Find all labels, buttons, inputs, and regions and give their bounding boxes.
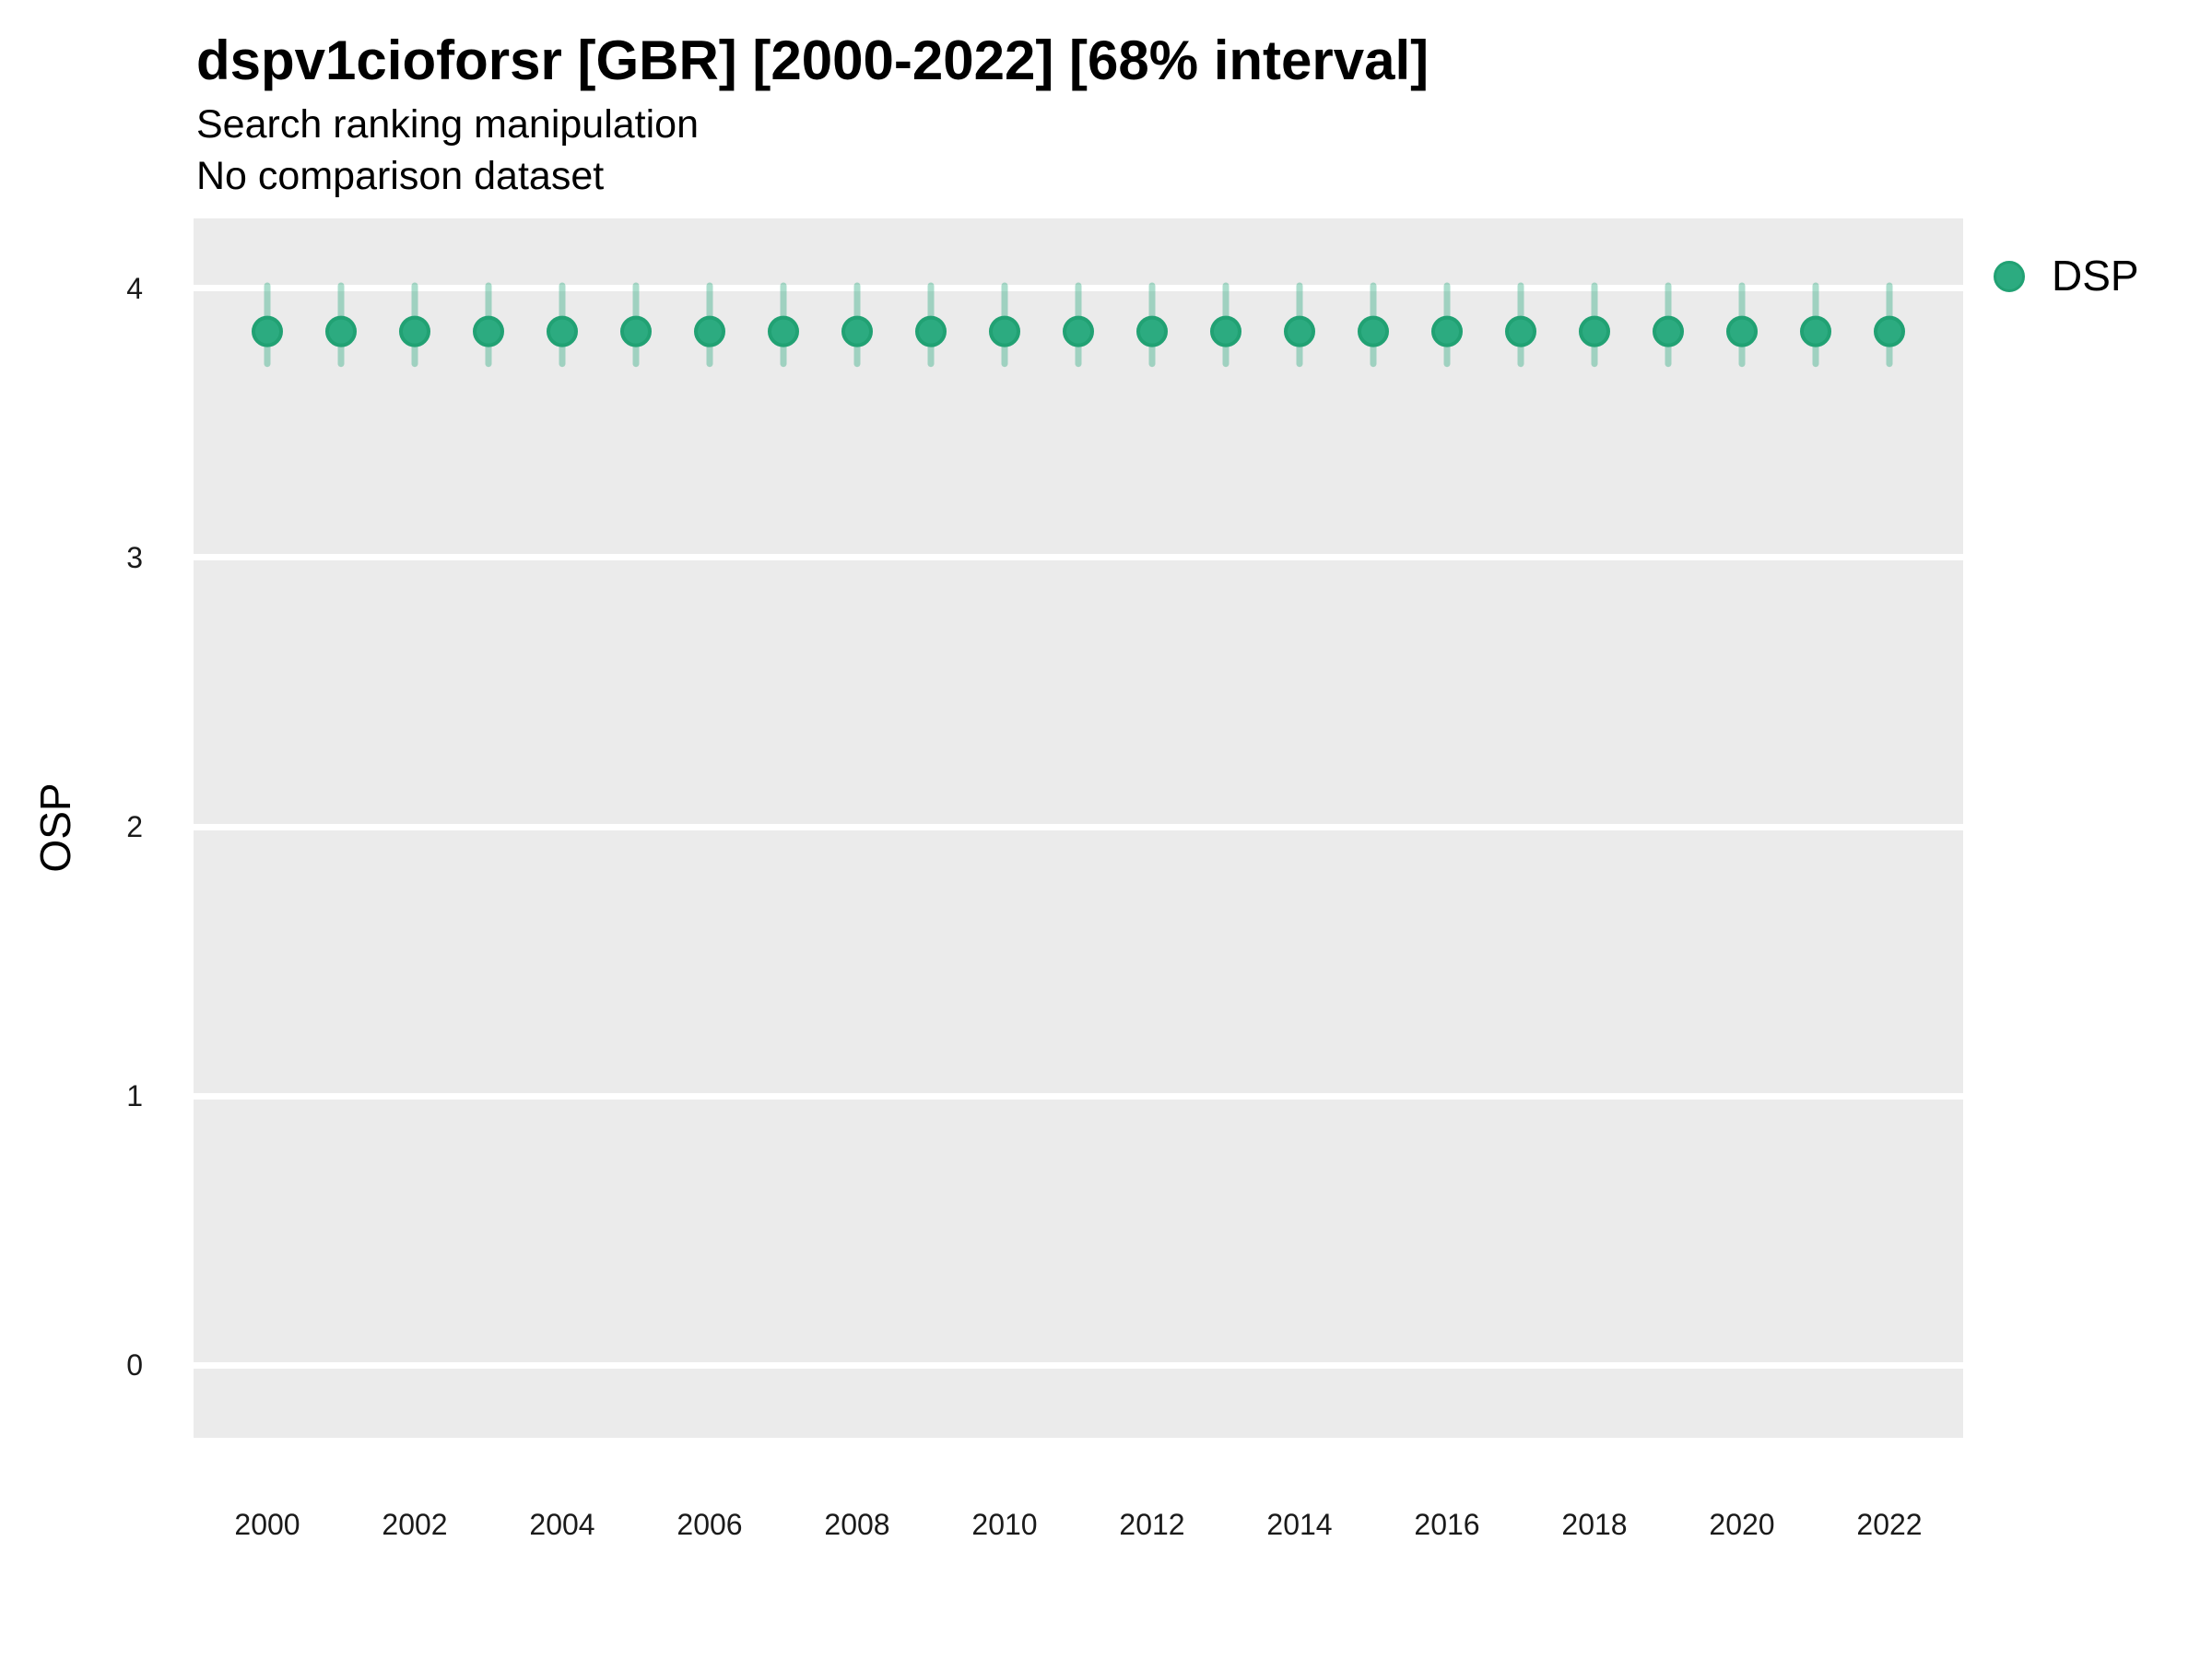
x-tick-label: 2002 (382, 1508, 448, 1541)
plot-panel (194, 218, 1963, 1438)
chart-note: No comparison dataset (196, 154, 605, 198)
y-tick-label: 0 (126, 1348, 143, 1382)
y-tick-label: 2 (126, 810, 143, 844)
x-tick-label: 2006 (677, 1508, 743, 1541)
x-tick-label: 2022 (1856, 1508, 1923, 1541)
gridline-y-0 (194, 1361, 1963, 1369)
x-tick-label: 2020 (1709, 1508, 1775, 1541)
x-tick-label: 2016 (1414, 1508, 1480, 1541)
chart-title: dspv1cioforsr [GBR] [2000-2022] [68% int… (196, 29, 1430, 91)
gridline-y-1 (194, 1092, 1963, 1100)
legend-marker-circle-icon (1994, 261, 2025, 292)
x-tick-label: 2004 (529, 1508, 595, 1541)
y-tick-label: 1 (126, 1079, 143, 1113)
x-tick-label: 2018 (1561, 1508, 1628, 1541)
x-tick-label: 2008 (824, 1508, 890, 1541)
x-tick-label: 2014 (1266, 1508, 1333, 1541)
gridline-y-3 (194, 554, 1963, 561)
gridline-y-4 (194, 285, 1963, 292)
chart-subtitle: Search ranking manipulation (196, 102, 699, 147)
gridline-y-2 (194, 823, 1963, 830)
x-tick-label: 2010 (971, 1508, 1038, 1541)
y-tick-label: 3 (126, 540, 143, 574)
x-tick-label: 2000 (234, 1508, 300, 1541)
x-tick-label: 2012 (1119, 1508, 1185, 1541)
y-tick-label: 4 (126, 271, 143, 305)
legend-item-label: DSP (2052, 252, 2139, 300)
